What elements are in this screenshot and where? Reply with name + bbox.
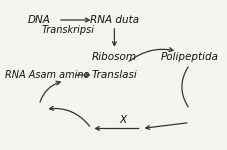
- Text: Transkripsi: Transkripsi: [42, 25, 94, 35]
- Text: Polipeptida: Polipeptida: [160, 52, 218, 62]
- Text: RNA duta: RNA duta: [89, 15, 138, 25]
- Text: DNA: DNA: [27, 15, 50, 25]
- Text: Ribosom: Ribosom: [91, 52, 136, 62]
- Text: RNA Asam amino: RNA Asam amino: [5, 70, 89, 80]
- Text: Translasi: Translasi: [91, 70, 137, 80]
- Text: X: X: [119, 115, 126, 125]
